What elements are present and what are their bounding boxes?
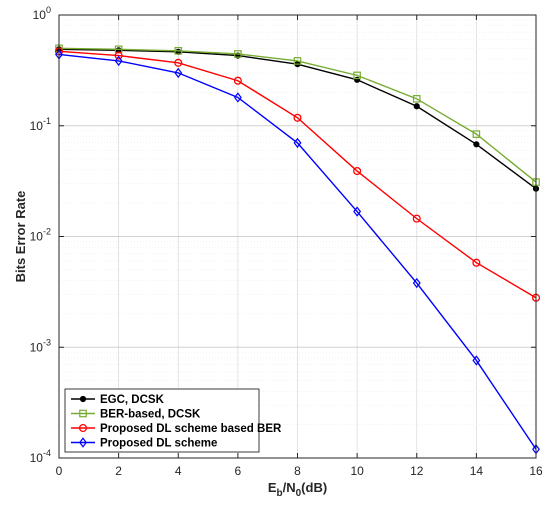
y-tick-label: 10-3	[30, 337, 51, 354]
legend-entry: EGC, DCSK	[100, 394, 165, 406]
data-point	[174, 58, 183, 67]
series-line	[58, 47, 537, 183]
data-point	[353, 166, 362, 176]
y-tick-label: 10-4	[30, 448, 51, 465]
x-tick-label: 16	[529, 464, 543, 478]
data-point	[174, 47, 183, 55]
x-tick-label: 12	[410, 464, 424, 478]
data-point	[174, 67, 183, 79]
legend-entry: Proposed DL scheme	[100, 438, 217, 450]
x-axis-label: Eb/N0(dB)	[268, 480, 327, 499]
data-point	[412, 277, 421, 289]
data-point	[293, 57, 302, 65]
y-axis: 100 10-1 10-2 10-3 10-4	[30, 5, 536, 465]
data-point	[234, 50, 242, 58]
x-axis: 0 2 4 6 8 10 12 14 16	[56, 15, 543, 478]
data-point	[413, 103, 420, 110]
legend-entry: BER-based, DCSK	[100, 409, 201, 421]
data-point	[114, 55, 123, 67]
y-axis-label: Bits Error Rate	[13, 191, 28, 283]
data-point	[293, 137, 302, 149]
data-point	[293, 113, 302, 122]
data-point	[412, 214, 421, 223]
data-point	[233, 92, 242, 103]
data-point	[353, 206, 362, 217]
data-point	[114, 51, 123, 60]
y-tick-label: 100	[33, 5, 51, 22]
x-tick-label: 14	[470, 464, 484, 478]
y-tick-label: 10-1	[30, 116, 51, 133]
data-point	[472, 355, 481, 366]
x-tick-label: 6	[235, 464, 242, 478]
data-point	[353, 71, 361, 80]
data-point	[354, 76, 361, 83]
data-point	[473, 141, 480, 148]
legend-box	[64, 388, 260, 453]
legend-marker	[79, 437, 87, 448]
x-tick-label: 10	[350, 464, 364, 478]
x-tick-label: 2	[115, 464, 122, 478]
series-line	[58, 53, 537, 450]
data-point	[472, 258, 481, 267]
x-tick-label: 0	[56, 464, 63, 478]
grid-lines	[58, 15, 537, 459]
legend-marker	[79, 409, 87, 418]
legend-marker	[78, 423, 88, 433]
data-point	[412, 95, 421, 103]
series-line	[58, 50, 537, 299]
legend-entry: Proposed DL scheme based BER	[100, 423, 282, 435]
x-tick-label: 4	[175, 464, 182, 478]
x-tick-label: 8	[294, 464, 301, 478]
legend: EGC, DCSK BER-based, DCSK Proposed DL sche…	[64, 388, 282, 453]
legend-marker	[79, 395, 87, 403]
y-tick-label: 10-2	[30, 227, 51, 244]
data-point	[233, 76, 242, 85]
data-point	[472, 130, 481, 138]
